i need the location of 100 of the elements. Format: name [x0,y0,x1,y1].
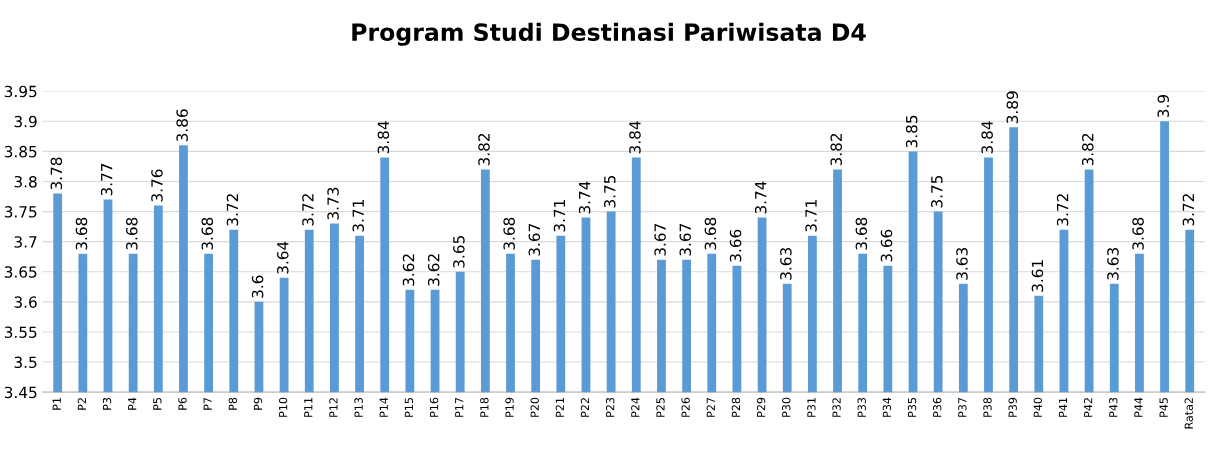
data-label: 3.68 [201,217,214,250]
data-label: 3.61 [1031,260,1044,292]
data-label: 3.62 [402,254,415,286]
x-tick-label: P33 [857,397,866,417]
data-label: 3.71 [553,200,566,232]
data-label: 3.84 [981,121,993,154]
y-tick-label: 3.95 [4,85,37,98]
x-tick-label: P36 [932,397,942,417]
data-label: 3.67 [679,224,692,256]
data-label: 3.62 [427,254,440,286]
data-label: 3.84 [377,121,390,154]
data-label: 3.67 [528,224,541,256]
y-tick-label: 3.75 [4,206,37,218]
data-label: 3.63 [956,248,968,280]
data-label: 3.64 [276,241,289,274]
x-tick-label: P18 [480,397,489,417]
x-tick-label: P40 [1033,397,1043,417]
y-tick-label: 3.9 [14,115,37,128]
x-tick-label: P44 [1134,397,1143,417]
data-label: 3.89 [1006,91,1019,124]
data-label: 3.68 [503,217,515,250]
x-tick-label: P20 [530,397,539,417]
x-tick-label: P37 [958,397,967,417]
x-tick-label: Rata2 [1184,398,1193,429]
chart-title: Program Studi Destinasi Pariwisata D4 [352,22,866,46]
data-label: 3.84 [629,121,641,154]
data-label: 3.74 [578,181,591,214]
data-label: 3.82 [830,133,842,166]
data-label: 3.63 [780,248,792,280]
data-label: 3.78 [50,157,63,190]
x-tick-label: P14 [379,397,388,417]
x-tick-label: P9 [253,397,263,410]
data-label: 3.86 [176,109,188,142]
x-tick-label: P32 [832,398,841,417]
x-tick-label: P25 [656,397,665,417]
data-label: 3.68 [75,217,88,250]
x-tick-label: P10 [278,397,288,417]
x-tick-label: P16 [429,397,439,417]
data-label: 3.68 [126,217,138,250]
x-tick-label: P28 [731,397,741,417]
x-tick-label: P39 [1008,397,1017,417]
y-tick-label: 3.5 [14,356,37,369]
data-label: 3.77 [100,163,113,196]
x-tick-label: P4 [128,397,137,410]
data-label: 3.76 [151,169,163,202]
data-label: 3.68 [855,217,868,250]
data-label: 3.66 [880,229,893,262]
x-tick-label: P2 [77,398,86,410]
x-tick-label: P12 [329,398,338,417]
y-tick-label: 3.6 [14,296,37,308]
y-tick-label: 3.85 [4,145,37,158]
data-label: 3.71 [352,200,364,232]
data-label: 3.75 [931,175,943,208]
x-tick-label: P17 [455,397,464,417]
x-tick-label: P22 [580,398,590,417]
x-tick-label: P45 [1159,397,1168,417]
data-label: 3.67 [654,224,666,256]
x-tick-label: P29 [756,397,766,417]
data-label: 3.82 [1081,133,1094,166]
data-label: 3.9 [1157,95,1170,118]
x-tick-label: P24 [631,397,640,417]
x-tick-label: P38 [983,397,992,417]
data-label: 3.63 [1107,248,1119,280]
data-label: 3.68 [1132,217,1144,250]
x-tick-label: P35 [907,397,917,417]
x-tick-label: P6 [178,397,187,410]
data-label: 3.71 [805,200,817,232]
x-tick-label: P43 [1109,397,1118,417]
y-tick-label: 3.8 [14,175,37,188]
y-tick-label: 3.45 [4,386,37,399]
data-label: 3.65 [453,236,465,268]
x-tick-label: P34 [882,397,892,417]
data-label: 3.72 [1056,194,1069,226]
x-tick-label: P11 [304,398,313,417]
x-tick-label: P31 [807,398,816,417]
data-label: 3.68 [704,217,717,250]
data-label: 3.73 [327,187,339,220]
data-label: 3.85 [905,115,918,148]
data-label: 3.72 [226,194,239,226]
y-tick-label: 3.65 [4,266,37,278]
data-label: 3.75 [604,175,616,208]
data-label: 3.66 [729,229,742,262]
x-tick-label: P8 [228,397,238,410]
x-tick-label: P13 [354,397,363,417]
x-tick-label: P5 [153,397,162,410]
x-tick-label: P42 [1083,398,1093,417]
x-tick-label: P21 [555,398,564,417]
x-tick-label: P27 [706,397,715,417]
data-label: 3.6 [251,275,264,298]
x-tick-label: P7 [203,397,212,410]
y-tick-label: 3.55 [4,326,37,338]
data-label: 3.72 [302,194,314,226]
data-label: 3.82 [478,133,490,166]
x-tick-label: P19 [505,397,514,417]
x-tick-label: P15 [404,397,414,417]
x-tick-label: P30 [782,397,791,417]
y-tick-label: 3.7 [14,236,37,248]
x-tick-label: P26 [681,397,690,417]
data-label: 3.74 [754,181,767,214]
x-tick-label: P23 [605,397,615,417]
